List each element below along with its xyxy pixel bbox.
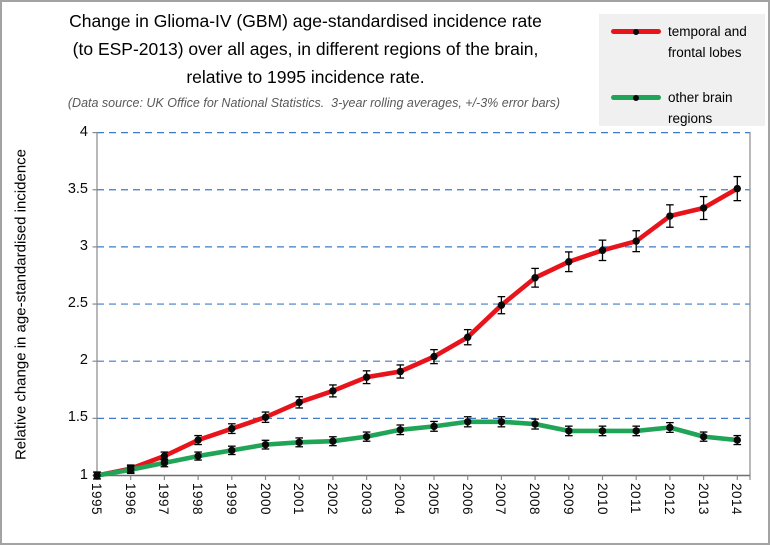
legend: temporal and frontal lobes other brain r… <box>599 14 765 126</box>
x-tick-label: 2000 <box>257 483 273 516</box>
x-tick-label: 2005 <box>426 483 441 516</box>
x-tick-label: 2006 <box>459 483 475 516</box>
red-line-swatch <box>611 28 661 35</box>
x-tick-label: 2003 <box>358 483 374 516</box>
legend-label: temporal and frontal lobes <box>668 24 747 60</box>
x-tick-label: 2013 <box>695 483 711 516</box>
green-line-swatch <box>611 94 661 101</box>
marker-dot-icon <box>633 28 639 35</box>
x-tick-label: 2007 <box>493 483 509 516</box>
chart-subtitle: (Data source: UK Office for National Sta… <box>67 96 561 110</box>
x-tick-label: 2008 <box>527 483 543 516</box>
x-tick-label: 2002 <box>324 483 340 516</box>
x-tick-label: 2012 <box>661 483 677 516</box>
x-tick-label: 2009 <box>560 483 576 516</box>
x-tick-label: 2004 <box>392 483 408 516</box>
legend-item-temporal-frontal: temporal and frontal lobes <box>611 21 761 63</box>
legend-item-other-regions: other brain regions <box>611 87 761 129</box>
x-tick-label: 1996 <box>122 483 138 516</box>
y-tick-label: 4 <box>79 123 88 140</box>
legend-label: other brain regions <box>668 90 733 126</box>
y-tick-label: 2.5 <box>67 295 88 312</box>
x-tick-label: 1999 <box>223 483 239 516</box>
y-tick-label: 3 <box>79 237 88 254</box>
x-tick-label: 2001 <box>291 483 307 516</box>
x-tick-label: 2010 <box>594 483 610 516</box>
marker-dot-icon <box>633 94 639 101</box>
y-tick-label: 1.5 <box>67 409 88 426</box>
y-tick-label: 1 <box>79 466 88 483</box>
x-tick-label: 2014 <box>729 483 745 516</box>
y-tick-label: 2 <box>79 352 88 369</box>
x-tick-label: 1995 <box>89 483 104 516</box>
chart-title: Change in Glioma-IV (GBM) age-standardis… <box>69 11 542 87</box>
x-tick-label: 2011 <box>628 483 644 515</box>
y-tick-label: 3.5 <box>67 180 88 197</box>
x-tick-label: 1998 <box>190 483 206 516</box>
x-tick-label: 1997 <box>156 483 172 516</box>
